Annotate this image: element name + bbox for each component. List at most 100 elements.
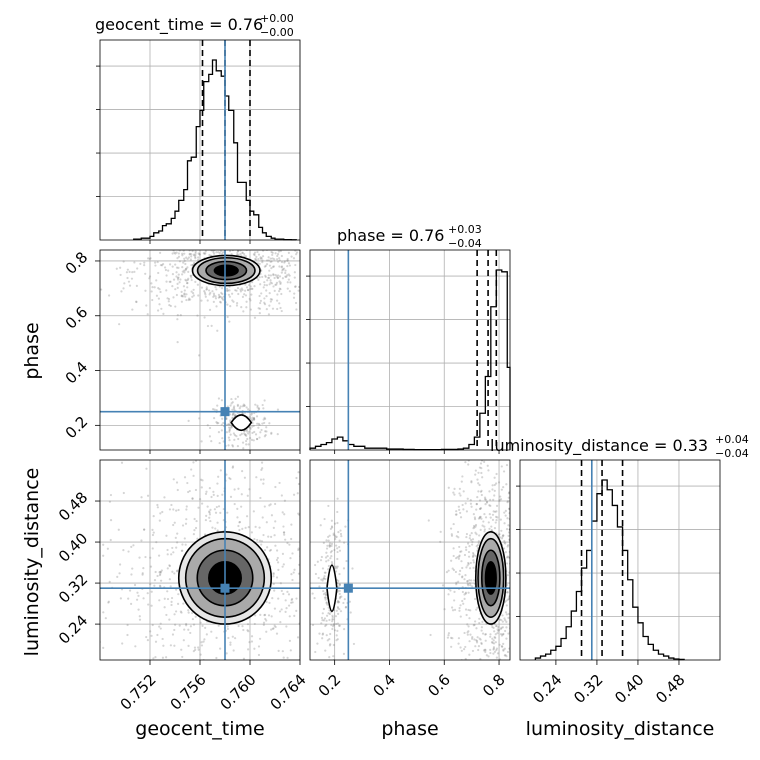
truth-marker bbox=[343, 583, 353, 593]
sample-point bbox=[215, 421, 218, 424]
sample-point bbox=[464, 461, 467, 464]
title-luminosity-distance: luminosity_distance = 0.33 +0.04 −0.04 bbox=[490, 433, 749, 460]
sample-point bbox=[480, 642, 483, 646]
sample-point bbox=[269, 257, 272, 260]
sample-point bbox=[447, 634, 450, 637]
sample-point bbox=[149, 630, 152, 633]
sample-point bbox=[269, 298, 272, 301]
sample-point bbox=[278, 275, 282, 278]
sample-point bbox=[263, 435, 266, 438]
sample-point bbox=[500, 537, 504, 540]
sample-point bbox=[265, 426, 268, 429]
sample-point bbox=[336, 497, 339, 500]
sample-point bbox=[285, 625, 288, 628]
panel-luminosity-distance-vs-phase-panel bbox=[309, 459, 511, 661]
sample-point bbox=[280, 260, 284, 264]
sample-point bbox=[427, 519, 430, 522]
sample-point bbox=[170, 553, 173, 556]
sample-point bbox=[173, 251, 176, 254]
sample-point bbox=[184, 278, 187, 281]
sample-point bbox=[184, 522, 188, 525]
sample-point bbox=[465, 535, 468, 539]
sample-point bbox=[213, 294, 216, 297]
sample-point bbox=[477, 490, 480, 493]
sample-point bbox=[483, 460, 486, 463]
sample-point bbox=[274, 273, 277, 277]
sample-point bbox=[469, 561, 472, 565]
sample-point bbox=[507, 492, 510, 495]
sample-point bbox=[500, 618, 503, 622]
sample-point bbox=[218, 252, 221, 255]
sample-point bbox=[253, 316, 257, 319]
sample-point bbox=[192, 461, 195, 464]
sample-point bbox=[273, 534, 276, 537]
sample-point bbox=[219, 469, 222, 472]
contour-small bbox=[230, 414, 253, 432]
sample-point bbox=[250, 413, 253, 416]
sample-point bbox=[167, 297, 171, 301]
sample-point bbox=[290, 523, 293, 526]
sample-point bbox=[133, 270, 136, 273]
sample-point bbox=[228, 250, 232, 253]
sample-point bbox=[157, 287, 160, 290]
sample-point bbox=[336, 638, 339, 641]
sample-point bbox=[277, 568, 280, 571]
sample-point bbox=[179, 278, 182, 281]
sample-point bbox=[185, 298, 188, 302]
sample-point bbox=[468, 640, 471, 643]
sample-point bbox=[345, 559, 348, 563]
sample-point bbox=[328, 542, 332, 545]
sample-point bbox=[187, 256, 191, 259]
sample-point bbox=[333, 629, 337, 632]
sample-point bbox=[262, 623, 265, 626]
sample-point bbox=[181, 524, 185, 527]
sample-point bbox=[182, 285, 186, 288]
sample-point bbox=[290, 573, 293, 576]
sample-point bbox=[453, 599, 456, 602]
sample-point bbox=[214, 286, 217, 289]
sample-point bbox=[233, 438, 236, 441]
sample-point bbox=[330, 544, 333, 547]
sample-point bbox=[500, 465, 503, 468]
sample-point bbox=[504, 611, 508, 614]
sample-point bbox=[190, 468, 193, 471]
sample-point bbox=[200, 641, 203, 644]
sample-point bbox=[502, 547, 506, 550]
sample-point bbox=[457, 580, 460, 583]
sample-point bbox=[297, 512, 300, 515]
sample-point bbox=[335, 535, 338, 538]
sample-point bbox=[259, 299, 262, 302]
sample-point bbox=[287, 593, 291, 596]
sample-point bbox=[227, 436, 231, 439]
sample-point bbox=[258, 526, 261, 529]
sample-point bbox=[270, 615, 273, 618]
sample-point bbox=[499, 495, 502, 498]
sample-point bbox=[131, 271, 134, 274]
sample-point bbox=[228, 430, 231, 433]
sample-point bbox=[466, 564, 469, 567]
sample-point bbox=[489, 635, 492, 638]
sample-point bbox=[343, 541, 346, 544]
sample-point bbox=[292, 296, 296, 299]
sample-point bbox=[455, 581, 458, 584]
sample-point bbox=[180, 549, 184, 552]
sample-point bbox=[451, 567, 454, 570]
sample-point bbox=[255, 415, 259, 418]
sample-point bbox=[165, 534, 168, 537]
sample-point bbox=[239, 288, 242, 291]
sample-point bbox=[241, 288, 244, 292]
sample-point bbox=[490, 529, 493, 532]
sample-point bbox=[120, 461, 124, 464]
sample-point bbox=[452, 491, 455, 494]
sample-point bbox=[505, 655, 508, 658]
sample-point bbox=[460, 649, 463, 652]
sample-point bbox=[282, 267, 286, 270]
sample-point bbox=[338, 583, 341, 586]
sample-point bbox=[231, 466, 234, 469]
sample-point bbox=[200, 440, 203, 443]
sample-point bbox=[260, 461, 264, 464]
sample-point bbox=[258, 276, 261, 279]
sample-point bbox=[313, 597, 316, 600]
sample-point bbox=[104, 617, 107, 620]
sample-point bbox=[173, 644, 176, 647]
